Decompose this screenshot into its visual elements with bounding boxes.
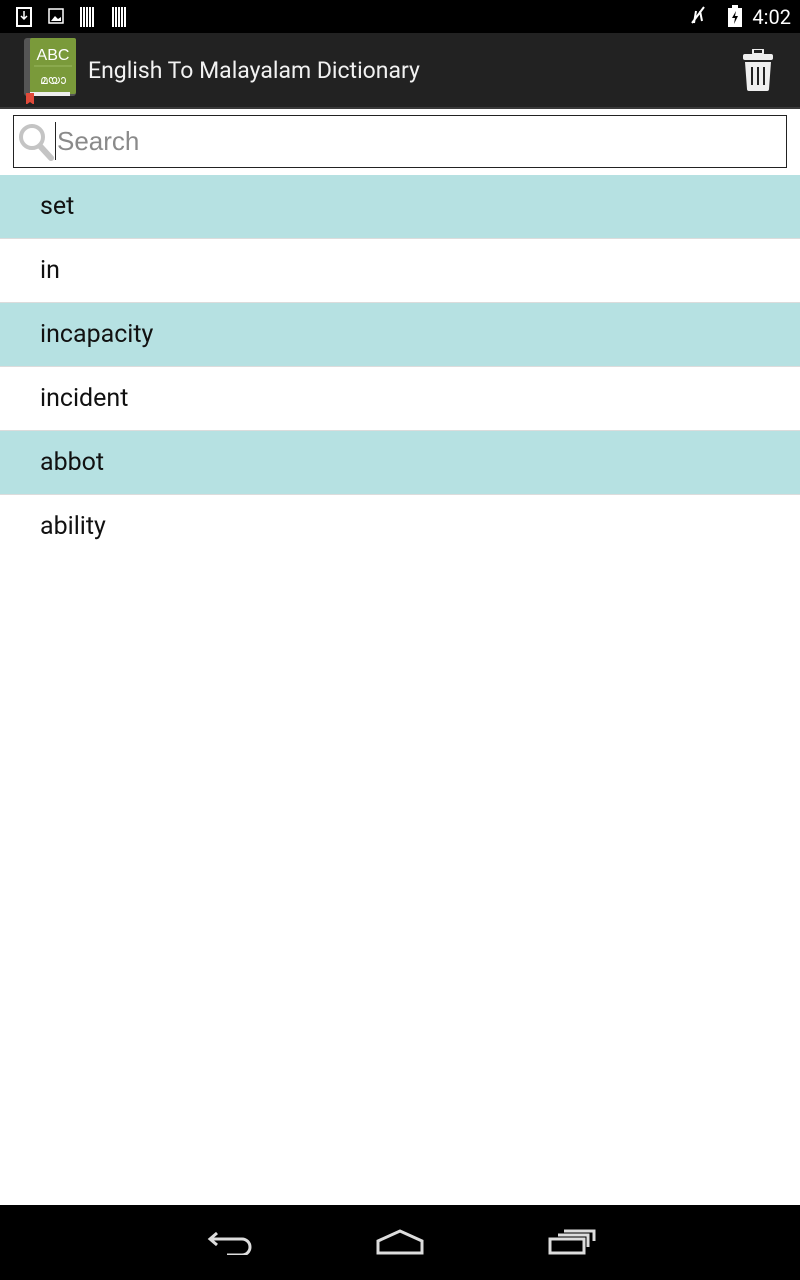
status-bar: 4:02 bbox=[0, 0, 800, 33]
download-icon bbox=[16, 7, 32, 27]
mute-icon bbox=[691, 6, 705, 24]
home-icon[interactable] bbox=[375, 1229, 425, 1255]
clock: 4:02 bbox=[752, 5, 791, 29]
app-title: English To Malayalam Dictionary bbox=[88, 57, 420, 84]
recents-icon[interactable] bbox=[548, 1229, 596, 1255]
search-input[interactable] bbox=[55, 122, 777, 160]
trash-icon[interactable] bbox=[742, 49, 774, 91]
battery-charging-icon bbox=[728, 5, 742, 27]
word-history-list: set in incapacity incident abbot ability bbox=[0, 175, 800, 558]
list-item[interactable]: incapacity bbox=[0, 303, 800, 367]
list-item[interactable]: incident bbox=[0, 367, 800, 431]
list-item[interactable]: set bbox=[0, 175, 800, 239]
svg-text:മയാ: മയാ bbox=[40, 73, 67, 87]
list-item[interactable]: abbot bbox=[0, 431, 800, 495]
back-icon[interactable] bbox=[207, 1229, 253, 1255]
svg-text:ABC: ABC bbox=[37, 47, 70, 64]
search-box[interactable] bbox=[13, 115, 787, 168]
app-bar: ABC മയാ English To Malayalam Dictionary bbox=[0, 33, 800, 109]
navigation-bar bbox=[0, 1205, 800, 1280]
app-logo[interactable]: ABC മയാ bbox=[16, 38, 76, 104]
image-icon bbox=[48, 8, 64, 24]
list-item[interactable]: ability bbox=[40, 512, 106, 541]
search-icon bbox=[19, 124, 54, 161]
barcode-icon bbox=[112, 7, 126, 27]
list-item[interactable]: in bbox=[0, 239, 800, 303]
barcode-icon bbox=[80, 7, 94, 27]
